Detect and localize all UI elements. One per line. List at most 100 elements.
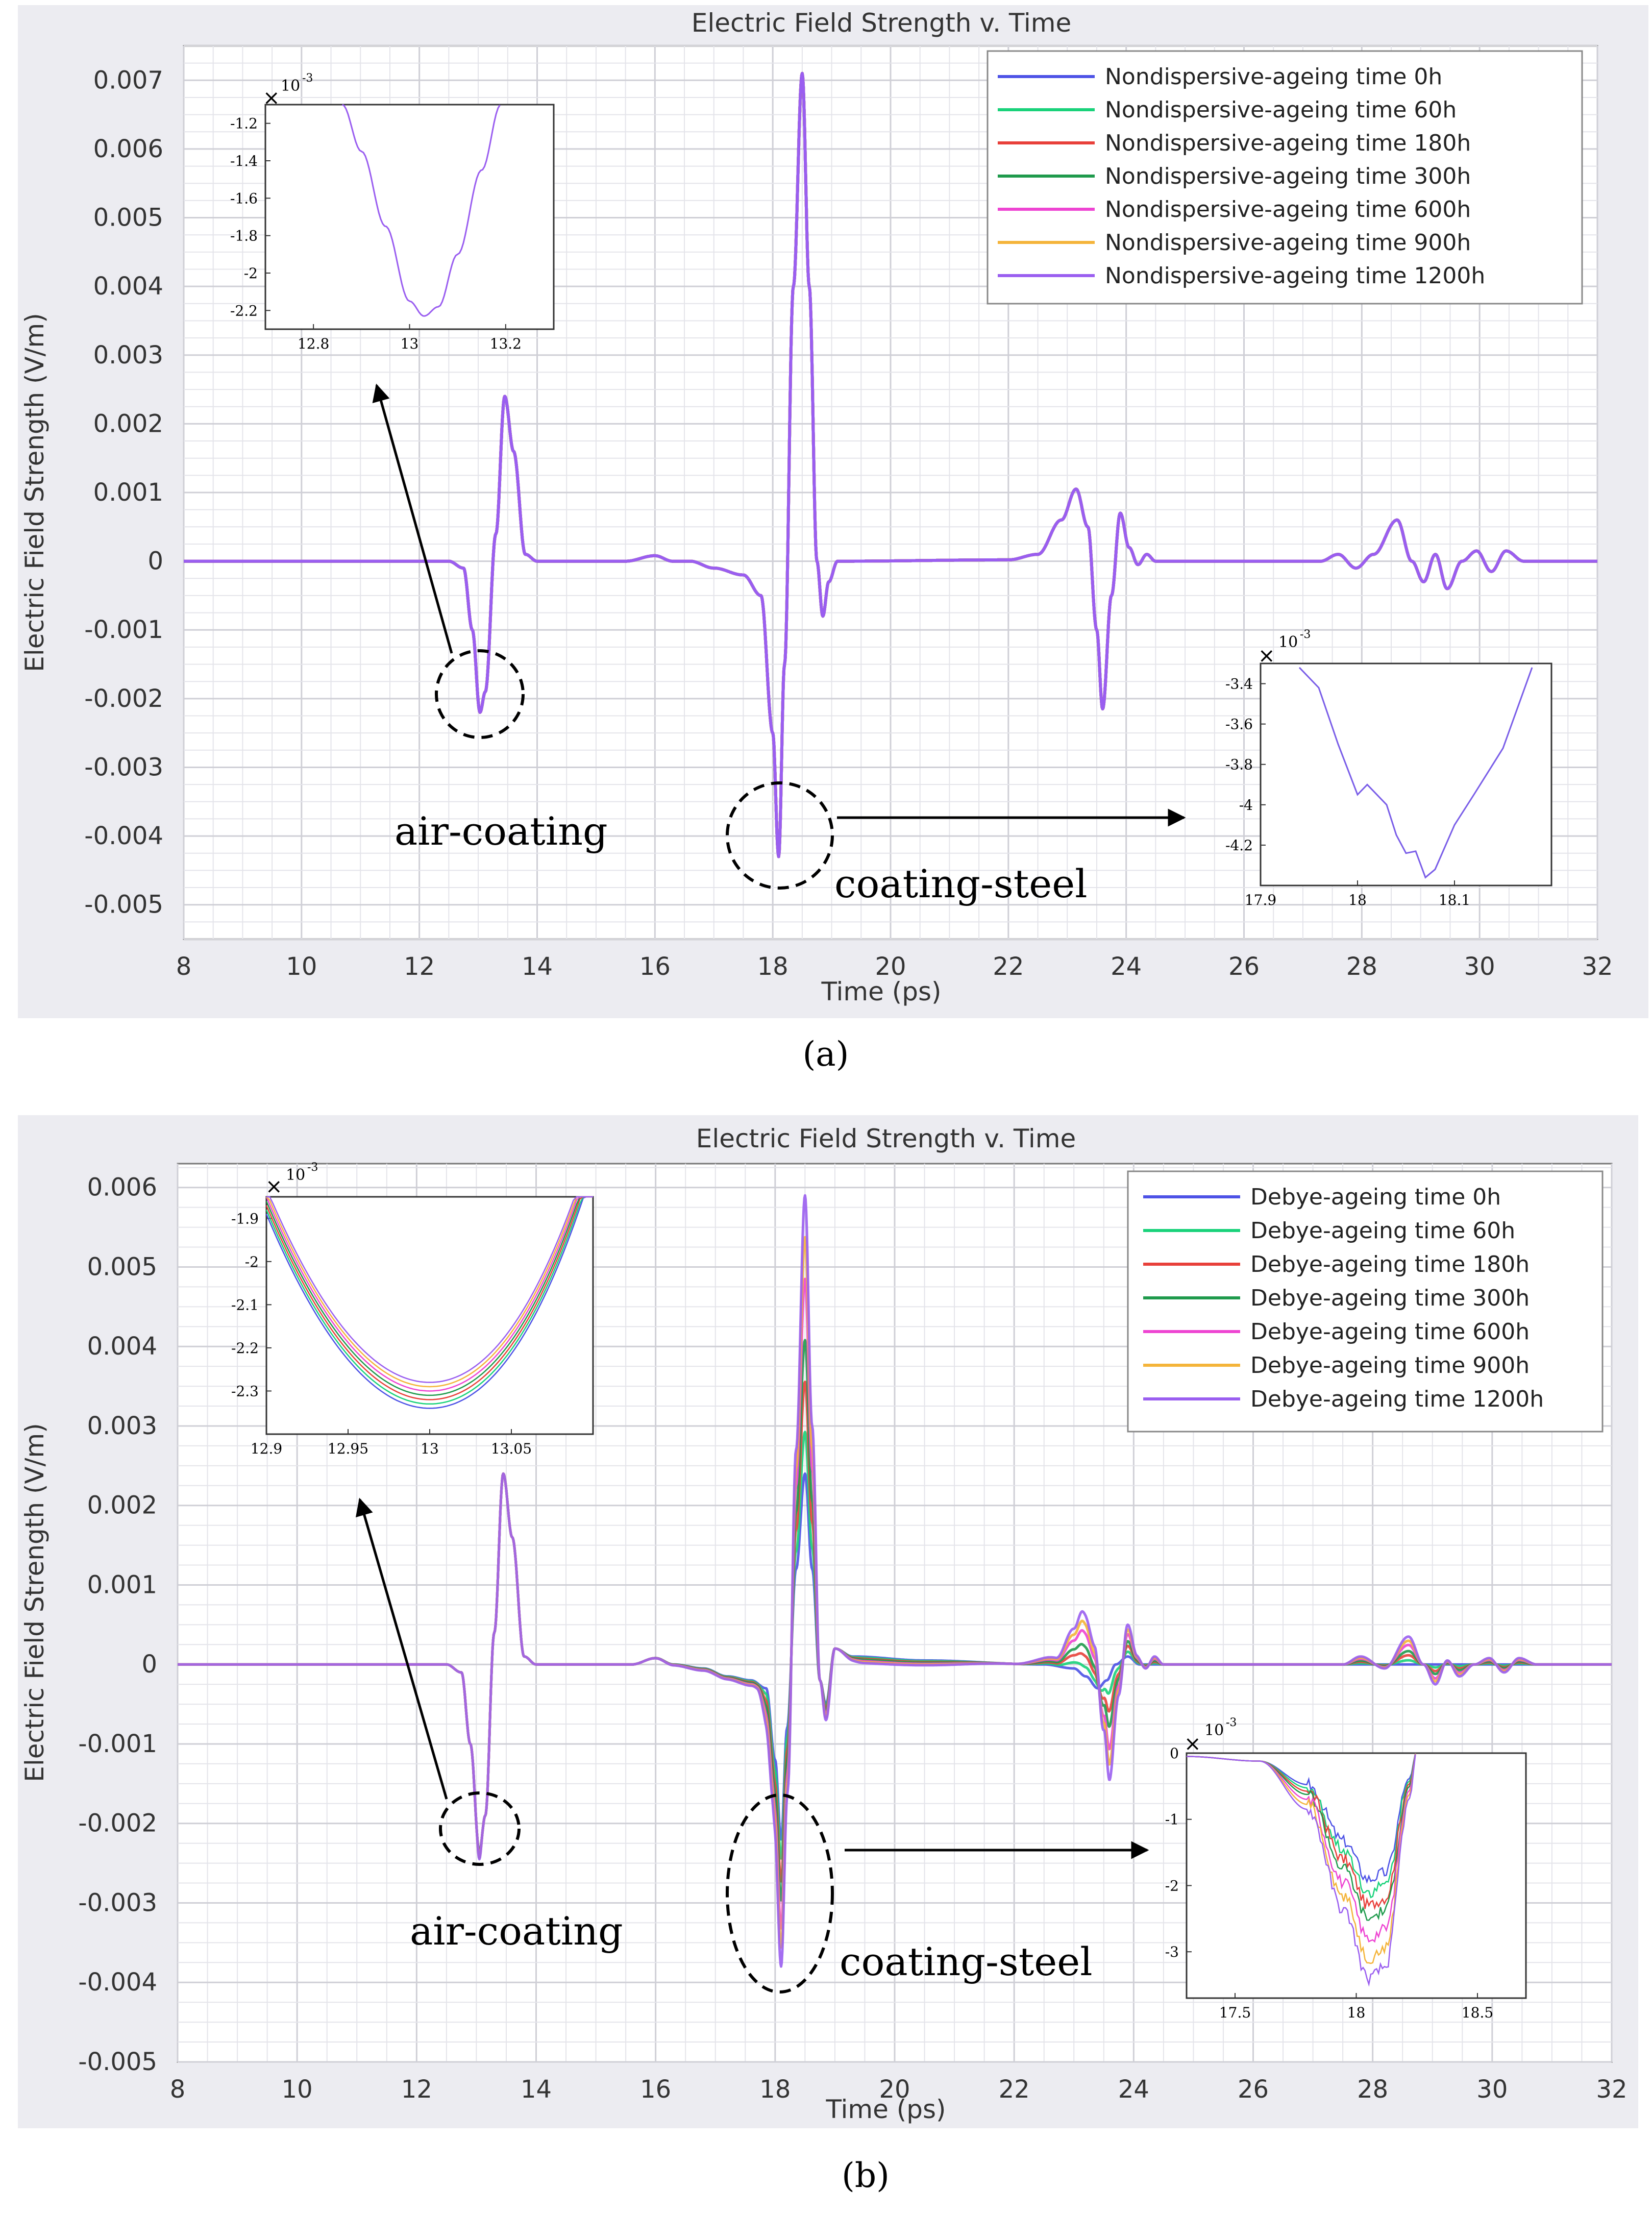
x-tick-label: 30 — [1464, 952, 1495, 981]
inset-x-tick-label: 12.9 — [251, 1440, 282, 1457]
panel-b-inset-coating-steel: 17.5 18 18.5 0 -1 -2 -3 × 10 -3 — [1165, 1716, 1527, 2021]
y-tick-label: -0.003 — [78, 1888, 157, 1917]
x-tick-label: 32 — [1582, 952, 1613, 981]
panel-b-inset1-exponent: 10 — [286, 1166, 305, 1184]
panel-a-label-coating-steel: coating-steel — [834, 861, 1088, 906]
x-tick-label: 32 — [1596, 2075, 1627, 2104]
inset-y-tick-label: -1.2 — [230, 115, 258, 132]
inset-y-tick-label: -2.2 — [230, 302, 258, 319]
y-tick-label: -0.004 — [78, 1968, 157, 1997]
y-tick-label: 0.002 — [87, 1491, 157, 1520]
panel-a-inset2-exponent: 10 — [1278, 633, 1298, 651]
x-tick-label: 16 — [640, 2075, 671, 2104]
x-tick-label: 10 — [282, 2075, 313, 2104]
x-tick-label: 20 — [879, 2075, 910, 2104]
y-tick-label: 0 — [141, 1650, 157, 1679]
legend-label: Nondispersive-ageing time 900h — [1105, 230, 1471, 256]
y-tick-label: -0.005 — [78, 2048, 157, 2076]
legend-label: Debye-ageing time 60h — [1250, 1218, 1515, 1244]
legend-label: Nondispersive-ageing time 180h — [1105, 130, 1471, 156]
x-tick-label: 24 — [1118, 2075, 1149, 2104]
panel-a-inset1-exponent: 10 — [281, 77, 300, 95]
panel-a-inset-air-coating: 12.8 13 13.2 -1.2 -1.4 -1.6 -1.8 -2 -2.2 × 10 -3 — [230, 72, 555, 352]
panel-a-title: Electric Field Strength v. Time — [692, 8, 1072, 38]
x-tick-label: 22 — [993, 952, 1024, 981]
inset-y-tick-label: -2.1 — [231, 1296, 259, 1313]
y-tick-label: -0.003 — [84, 753, 163, 781]
inset-y-tick-label: -2 — [244, 265, 258, 282]
inset-series-curve — [265, 1196, 593, 1396]
x-tick-label: 24 — [1111, 952, 1142, 981]
inset-y-tick-label: -3.4 — [1225, 676, 1253, 693]
y-tick-label: 0.004 — [87, 1332, 157, 1361]
inset-x-tick-label: 18.5 — [1462, 2004, 1493, 2021]
panel-a-label: (a) — [803, 1035, 849, 1074]
inset-y-tick-label: -2 — [245, 1253, 259, 1270]
panel-b-ylabel: Electric Field Strength (V/m) — [20, 1423, 50, 1782]
inset-series-curve — [265, 1196, 593, 1409]
legend-label: Debye-ageing time 300h — [1250, 1285, 1530, 1311]
inset-x-tick-label: 18.1 — [1439, 892, 1470, 908]
x-tick-label: 12 — [404, 952, 435, 981]
inset-y-tick-label: -4 — [1239, 797, 1253, 814]
y-tick-label: 0.004 — [93, 272, 163, 301]
panel-b-legend-box — [1127, 1170, 1604, 1433]
inset-series-curve — [265, 1196, 593, 1400]
panel-a-legend: Nondispersive-ageing time 0h Nondispersiv… — [987, 50, 1583, 305]
x-tick-label: 8 — [176, 952, 192, 981]
x-tick-label: 14 — [521, 2075, 552, 2104]
panel-a-xlabel: Time (ps) — [821, 977, 941, 1006]
x-tick-label: 14 — [522, 952, 553, 981]
panel-b-inset1-frame — [265, 1196, 594, 1435]
panel-b-inset2-x-marker: × — [1184, 1732, 1201, 1756]
panel-a-inset2-x-marker: × — [1258, 644, 1275, 668]
panel-b-label-coating-steel: coating-steel — [840, 1939, 1093, 1984]
inset-x-tick-label: 12.8 — [298, 335, 329, 352]
panel-a-series-group — [183, 71, 1598, 858]
inset-y-tick-label: -3 — [1165, 1944, 1179, 1960]
x-tick-label: 20 — [875, 952, 906, 981]
panel-b-xlabel: Time (ps) — [825, 2095, 946, 2124]
panel-a-circle-coating-steel — [726, 781, 834, 890]
panel-a-inset1-frame — [264, 104, 555, 330]
y-tick-label: 0.001 — [93, 478, 163, 507]
x-tick-label: 8 — [170, 2075, 186, 2104]
panel-b-circle-coating-steel — [726, 1793, 834, 1994]
x-tick-label: 22 — [999, 2075, 1030, 2104]
y-tick-label: 0.003 — [93, 341, 163, 370]
inset-y-tick-label: -2.3 — [231, 1383, 259, 1399]
inset-y-tick-label: -1.9 — [231, 1210, 259, 1227]
inset-y-tick-label: -1 — [1165, 1811, 1179, 1828]
series-line — [177, 1194, 1613, 1968]
panel-b-inset2-exponent-power: -3 — [1226, 1716, 1237, 1729]
panel-b-y-ticks: 0.006 0.005 0.004 0.003 0.002 0.001 0 -0.001 -0.… — [78, 1173, 157, 2076]
x-tick-label: 26 — [1228, 952, 1260, 981]
inset-y-tick-label: -2 — [1165, 1877, 1179, 1894]
inset-y-tick-label: -1.6 — [230, 190, 258, 207]
panel-b-inset1-exponent-power: -3 — [307, 1161, 318, 1174]
panel-a-x-ticks: 8 10 12 14 16 18 20 22 24 26 28 30 32 — [176, 952, 1613, 981]
x-tick-label: 16 — [639, 952, 671, 981]
y-tick-label: 0.005 — [87, 1252, 157, 1281]
inset-series-curve — [266, 1196, 593, 1383]
legend-label: Debye-ageing time 600h — [1250, 1319, 1530, 1345]
inset-x-tick-label: 12.95 — [328, 1440, 368, 1457]
y-tick-label: 0.002 — [93, 409, 163, 438]
x-tick-label: 10 — [286, 952, 317, 981]
legend-label: Debye-ageing time 180h — [1250, 1251, 1530, 1277]
x-tick-label: 28 — [1346, 952, 1377, 981]
y-tick-label: 0 — [147, 547, 163, 576]
x-tick-label: 18 — [759, 2075, 791, 2104]
panel-a-inset1-exponent-power: -3 — [302, 72, 313, 85]
panel-a-ylabel: Electric Field Strength (V/m) — [20, 313, 50, 672]
y-tick-label: 0.007 — [93, 66, 163, 94]
y-tick-label: -0.004 — [84, 822, 163, 850]
y-tick-label: -0.002 — [84, 684, 163, 713]
inset-series-curve — [265, 1196, 593, 1392]
y-tick-label: -0.001 — [84, 616, 163, 644]
inset-curve — [341, 104, 501, 317]
x-tick-label: 26 — [1238, 2075, 1269, 2104]
inset-y-tick-label: -4.2 — [1225, 837, 1253, 854]
inset-x-tick-label: 13.2 — [490, 335, 522, 352]
